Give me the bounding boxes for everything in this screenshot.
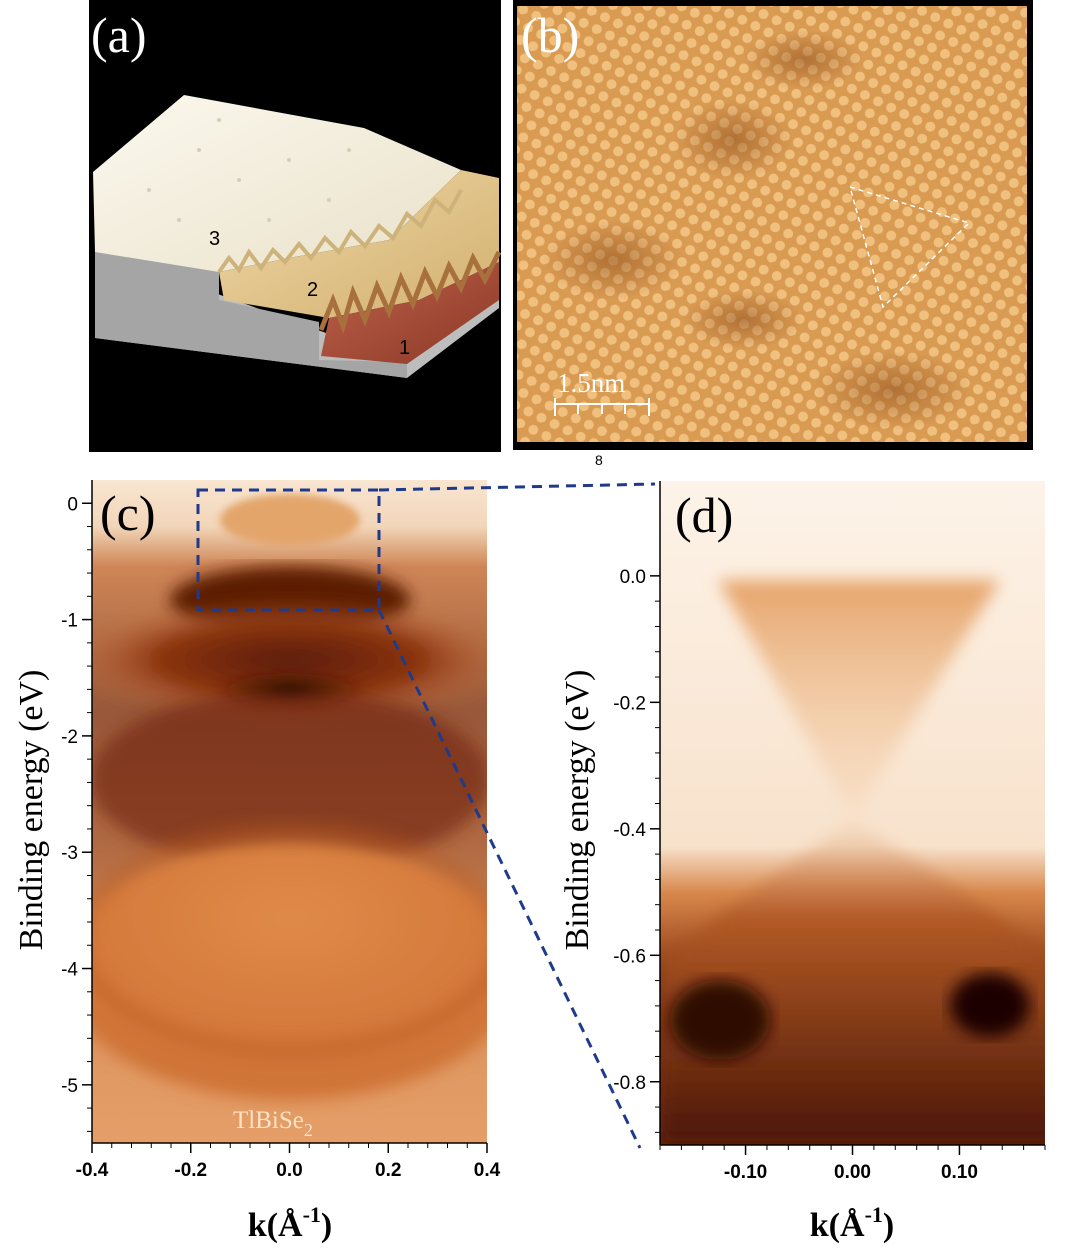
terrace-3 (93, 95, 461, 272)
panel-c-ytick-label: -2 (61, 727, 78, 748)
material-label: TlBiSe2 (233, 1107, 313, 1140)
panel-d-ytick-label: -0.4 (613, 820, 646, 841)
zoom-indicator (196, 482, 656, 1149)
panel-c-ytick-label: -1 (61, 611, 78, 632)
page-number: 8 (595, 452, 603, 468)
panel-c-xtick-label: -0.4 (76, 1160, 109, 1181)
terrace-1 (321, 262, 499, 364)
panel-d-xtick-label: 0.10 (941, 1162, 978, 1183)
terrace-label-1: 1 (399, 337, 410, 359)
panel-d-image (660, 481, 1045, 1145)
panel-d-ytick-label: 0.0 (620, 567, 646, 588)
step-edge-21 (318, 250, 501, 334)
panel-c-ytick-label: 0 (67, 494, 78, 515)
panel-d-ytick-label: -0.8 (613, 1073, 646, 1094)
panel-b-label: (b) (521, 7, 580, 63)
terrace-label-2: 2 (307, 279, 318, 301)
panel-c-ytick-label: -5 (61, 1076, 78, 1097)
panel-c-xtick-label: -0.2 (174, 1160, 207, 1181)
panel-c-xtick-label: 0.4 (474, 1160, 501, 1181)
step-edge-32 (217, 189, 463, 274)
panel-d-ylabel: Binding energy (eV) (559, 670, 596, 951)
panel-a-surface: 3 2 1 (93, 95, 501, 378)
unit-cell-triangle (848, 185, 971, 309)
panel-c-label: (c) (100, 485, 156, 541)
panel-c-ytick-label: -4 (61, 960, 78, 981)
panel-c-xtick-label: 0.0 (276, 1160, 302, 1181)
slab-front-side (95, 250, 407, 378)
panel-d-xtick-label: -0.10 (724, 1162, 767, 1183)
panel-c-xtick-label: 0.2 (375, 1160, 401, 1181)
scale-bar (554, 398, 650, 416)
panel-c-image (92, 480, 487, 1143)
panel-d-xtick-label: 0.00 (834, 1162, 871, 1183)
panel-d-ytick-label: -0.2 (613, 693, 646, 714)
panel-c-ytick-label: -3 (61, 843, 78, 864)
panel-d-xlabel: k(Å-1) (810, 1202, 894, 1244)
panel-b-image: 1.5nm (503, 0, 1027, 450)
scale-bar-label: 1.5nm (557, 368, 625, 398)
panel-c-xlabel: k(Å-1) (248, 1202, 332, 1244)
terrace-label-3: 3 (209, 228, 220, 250)
panel-a-label: (a) (91, 7, 147, 63)
panel-b-stm-atomic: 1.5nm (b) (503, 0, 1033, 450)
panel-a-stm-3d: 3 2 1 (a) (89, 0, 501, 452)
terrace-3-texture (147, 118, 351, 222)
panel-c-ylabel: Binding energy (eV) (13, 670, 50, 951)
panel-d-ytick-label: -0.6 (613, 946, 646, 967)
panel-c-axes: 0 -1 -2 -3 -4 -5 -0.4 -0.2 0.0 0.2 0.4 (61, 480, 501, 1181)
panel-d-label: (d) (675, 487, 734, 543)
panel-d-axes: 0.0 -0.2 -0.4 -0.6 -0.8 -0.10 0.00 0.10 (613, 481, 1046, 1183)
